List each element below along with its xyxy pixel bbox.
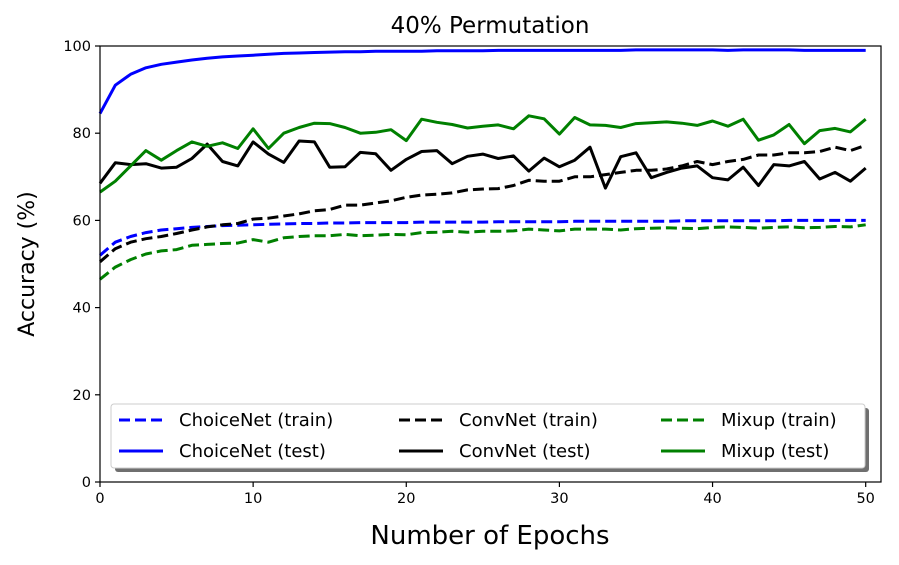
- x-tick-label: 0: [95, 491, 104, 507]
- y-axis-label: Accuracy (%): [15, 191, 40, 337]
- x-tick-label: 10: [244, 491, 262, 507]
- legend-label-convnet-test: ConvNet (test): [459, 441, 591, 462]
- series-line-choicenet-test: [98, 48, 866, 115]
- legend-label-convnet-train: ConvNet (train): [459, 410, 598, 431]
- series-line-convnet-train: [99, 143, 867, 263]
- x-tick-label: 20: [397, 491, 415, 507]
- y-tick-label: 80: [73, 126, 91, 142]
- series-line-mixup-train: [99, 223, 866, 281]
- legend-label-mixup-train: Mixup (train): [721, 410, 837, 431]
- x-tick-label: 50: [856, 491, 874, 507]
- series-line-convnet-test: [98, 139, 867, 190]
- series-line-mixup-test: [99, 114, 867, 194]
- x-axis-label: Number of Epochs: [370, 521, 609, 551]
- legend-label-choicenet-train: ChoiceNet (train): [179, 410, 333, 431]
- legend: ChoiceNet (train) ChoiceNet (test) ConvNet…: [110, 403, 869, 472]
- y-tick-label: 0: [82, 475, 91, 491]
- x-axis: 0 10 20 30 40 50: [95, 482, 875, 507]
- legend-label-mixup-test: Mixup (test): [721, 441, 829, 462]
- y-tick-label: 20: [73, 388, 91, 404]
- x-tick-label: 40: [703, 491, 721, 507]
- plot-area: [98, 48, 867, 281]
- x-tick-label: 30: [550, 491, 568, 507]
- y-axis: 0 20 40 60 80 100: [63, 39, 100, 491]
- chart-title: 40% Permutation: [391, 13, 590, 39]
- legend-label-choicenet-test: ChoiceNet (test): [179, 441, 326, 462]
- plot-frame: [99, 45, 882, 483]
- y-tick-label: 60: [73, 213, 91, 229]
- y-tick-label: 40: [73, 301, 91, 317]
- y-tick-label: 100: [63, 39, 91, 55]
